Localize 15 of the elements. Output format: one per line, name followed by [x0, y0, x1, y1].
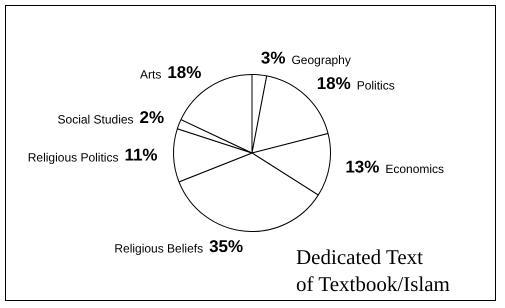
- data-label: 2%: [140, 108, 164, 127]
- data-label: 18%: [167, 62, 202, 82]
- slice-label: Economics: [385, 162, 444, 176]
- slice-label: Arts: [140, 68, 162, 82]
- data-label: 35%: [209, 236, 244, 256]
- data-label: 13%: [345, 157, 380, 176]
- slice-label: Religious Beliefs: [114, 241, 204, 256]
- slice-label: Religious Politics: [28, 150, 118, 164]
- slice-label: Politics: [356, 78, 395, 92]
- data-label: 18%: [316, 74, 351, 93]
- data-label: 11%: [124, 146, 158, 165]
- text: Dedicated Text of Textbook/Islam: [296, 244, 450, 298]
- data-label: 3%: [260, 48, 286, 68]
- slice-label: Geography: [291, 53, 351, 68]
- slice-label: Social Studies: [58, 112, 134, 127]
